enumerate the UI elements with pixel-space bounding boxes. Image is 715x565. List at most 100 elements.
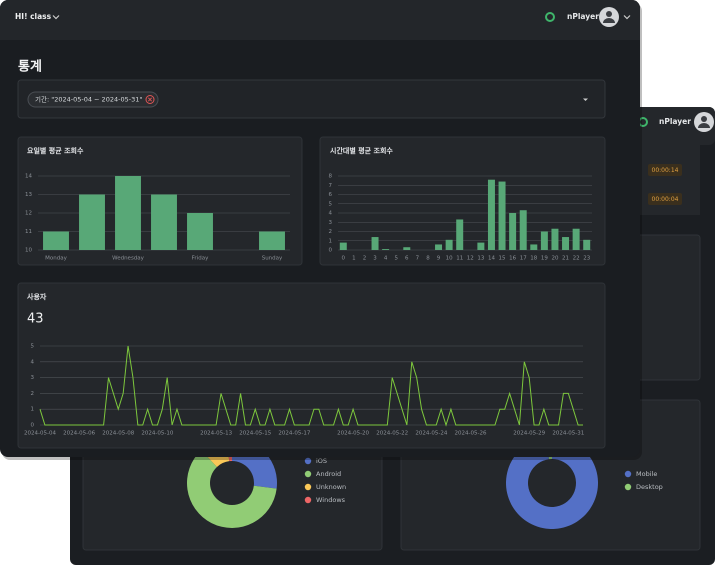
y-tick-label: 2: [329, 229, 333, 235]
dropdown-arrow[interactable]: [583, 98, 588, 102]
badge-text: 00:00:14: [652, 167, 679, 174]
badge-text: 00:00:04: [652, 196, 679, 203]
x-tick-label: 2024-05-13: [200, 431, 232, 437]
y-tick-label: 0: [329, 248, 333, 254]
x-tick-label: 13: [477, 256, 484, 262]
x-tick-label: Wednesday: [112, 256, 145, 262]
chip-remove-x: [147, 97, 153, 102]
summary-number: 43: [27, 312, 44, 327]
filter-chip[interactable]: [27, 91, 159, 108]
x-tick-label: Friday: [192, 256, 209, 262]
legend-label: iOS: [316, 457, 327, 465]
x-tick-label: 19: [541, 256, 548, 262]
x-tick-label: Monday: [45, 256, 67, 262]
x-tick-label: 2024-05-29: [513, 431, 545, 437]
legend-label: Desktop: [636, 483, 663, 491]
bar: [519, 210, 527, 250]
bar: [339, 242, 347, 250]
users-chart: 0 1 2 3 4 5 2024-05-04 2024-05-06 2024-05-08 2024…: [24, 344, 584, 437]
x-tick-label: 22: [573, 256, 580, 262]
y-tick-label: 14: [25, 174, 32, 180]
settings-icon[interactable]: [545, 12, 555, 22]
chip-remove[interactable]: [145, 95, 155, 104]
x-tick-label: 5: [394, 256, 398, 262]
bar: [562, 237, 570, 250]
card: [17, 282, 606, 449]
x-tick-label: 14: [488, 256, 495, 262]
x-tick-label: 21: [562, 256, 569, 262]
x-tick-label: 1: [352, 256, 356, 262]
bar: [371, 237, 379, 250]
y-tick-label: 4: [31, 359, 35, 365]
chevron[interactable]: [623, 15, 631, 20]
x-tick-label: 2024-05-26: [455, 431, 487, 437]
front-window: HI! class nPlayer 통계 기간: "2024-05-04 ~ 2…: [0, 0, 642, 460]
line: [39, 345, 583, 427]
y-tick-label: 3: [31, 375, 35, 381]
bar: [259, 231, 285, 250]
legend-swatch: [624, 483, 632, 491]
filter-box[interactable]: [17, 79, 606, 119]
x-tick-label: 2024-05-06: [63, 431, 95, 437]
y-tick-label: 7: [329, 183, 333, 189]
bar: [445, 239, 453, 250]
y-tick-label: 1: [31, 407, 35, 413]
x-tick-label: 8: [426, 256, 430, 262]
brand[interactable]: HI! class: [15, 12, 52, 21]
y-tick-label: 10: [25, 248, 32, 254]
bar: [540, 231, 548, 250]
badge: [648, 164, 682, 176]
y-tick-label: 6: [329, 192, 333, 198]
bar: [456, 219, 464, 250]
x-tick-label: 2024-05-17: [278, 431, 310, 437]
avatar-body: [603, 18, 615, 23]
y-tick-label: 0: [31, 423, 35, 429]
x-tick-label: 15: [499, 256, 506, 262]
bar: [187, 213, 213, 250]
bar: [43, 231, 69, 250]
y-tick-label: 12: [25, 211, 32, 217]
x-tick-label: 11: [456, 256, 463, 262]
x-tick-label: 0: [342, 256, 346, 262]
bar: [487, 179, 495, 250]
x-tick-label: 6: [405, 256, 409, 262]
y-tick-label: 2: [31, 391, 35, 397]
bar: [551, 228, 559, 250]
bar: [498, 181, 506, 250]
legend-label: Android: [316, 470, 341, 478]
x-tick-label: 16: [509, 256, 516, 262]
avatar-head: [701, 116, 707, 122]
bar: [115, 176, 141, 250]
x-tick-label: 2024-05-10: [141, 431, 173, 437]
x-tick-label: 12: [467, 256, 474, 262]
x-tick-label: 7: [416, 256, 420, 262]
y-tick-label: 4: [329, 211, 333, 217]
x-tick-label: 2: [363, 256, 367, 262]
chart-title: 시간대별 평균 조회수: [330, 146, 393, 155]
y-tick-label: 5: [329, 201, 333, 207]
badge: [648, 193, 682, 205]
chevron[interactable]: [52, 15, 60, 20]
x-tick-label: 4: [384, 256, 388, 262]
x-tick-label: 2024-05-31: [552, 431, 584, 437]
bar: [572, 228, 580, 250]
bar: [530, 244, 538, 250]
x-tick-label: 2024-05-08: [102, 431, 134, 437]
x-tick-label: 9: [437, 256, 441, 262]
pie-slice: [187, 450, 277, 528]
bar: [79, 194, 105, 250]
x-tick-label: Sunday: [262, 256, 283, 262]
bar: [583, 239, 591, 250]
x-tick-label: 2024-05-22: [376, 431, 408, 437]
page-title: 통계: [18, 60, 42, 75]
x-tick-label: 2024-05-20: [337, 431, 369, 437]
chart-title: 사용자: [27, 292, 47, 301]
x-tick-label: 17: [520, 256, 527, 262]
bar: [509, 213, 517, 250]
x-tick-label: 10: [446, 256, 453, 262]
bar: [382, 249, 390, 250]
bar: [403, 247, 411, 250]
bar: [151, 194, 177, 250]
x-tick-label: 23: [583, 256, 590, 262]
